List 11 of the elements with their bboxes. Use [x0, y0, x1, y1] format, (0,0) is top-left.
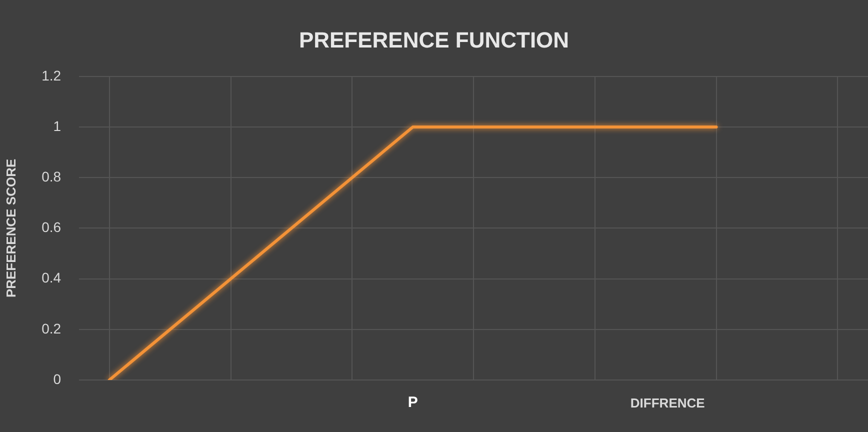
chart-title: PREFERENCE FUNCTION: [298, 27, 570, 52]
x-tick-label: P: [408, 394, 418, 412]
y-tick-label: 0.2: [42, 320, 62, 336]
x-axis-title: DIFFRENCE: [630, 396, 706, 411]
y-tick-label: 0.6: [42, 219, 62, 236]
y-tick-label: 1: [53, 118, 62, 134]
y-tick-label: 0.4: [42, 270, 62, 286]
y-tick-label: 0: [53, 370, 62, 387]
y-tick-label: 0.8: [42, 168, 62, 184]
y-tick-label: 1.2: [42, 67, 62, 84]
y-axis-title: PREFERENCE SCORE: [3, 158, 18, 298]
